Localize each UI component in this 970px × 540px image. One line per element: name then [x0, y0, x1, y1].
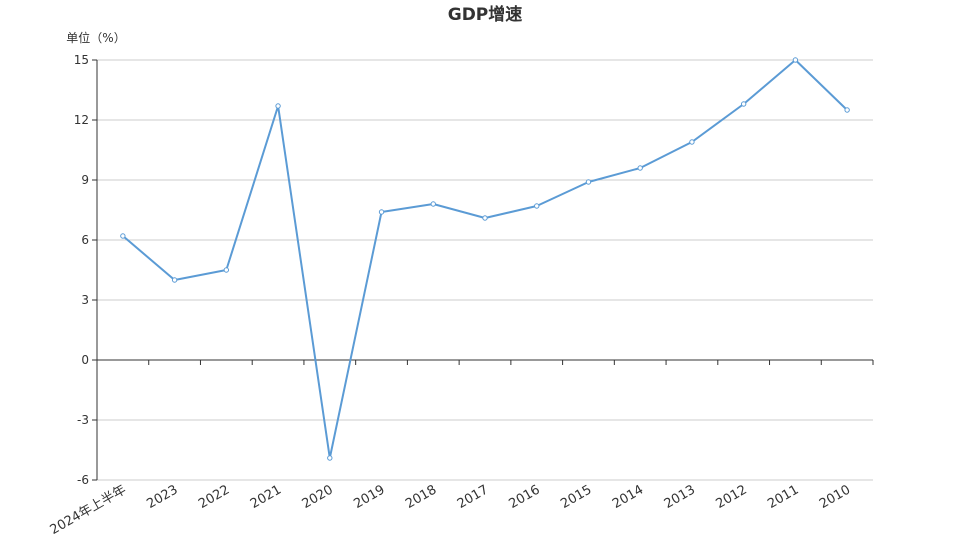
x-tick-label: 2012 — [714, 482, 750, 512]
x-tick-label: 2024年上半年 — [48, 482, 129, 538]
data-point — [223, 267, 230, 273]
x-tick-label: 2018 — [403, 482, 439, 512]
y-tick-label: 15 — [74, 53, 89, 67]
chart-title: GDP增速 — [448, 4, 523, 25]
x-tick-label: 2020 — [300, 482, 336, 512]
x-tick-label: 2019 — [351, 482, 387, 512]
x-tick-label: 2014 — [610, 482, 646, 512]
data-point — [120, 233, 126, 239]
data-point — [689, 139, 695, 145]
x-tick-label: 2010 — [817, 482, 853, 512]
x-tick-label: 2011 — [765, 482, 801, 512]
x-tick-label: 2021 — [248, 482, 284, 512]
y-tick-label: 6 — [81, 233, 89, 247]
x-tick-label: 2013 — [662, 482, 698, 512]
y-tick-label: -6 — [77, 473, 89, 487]
x-tick-label: 2016 — [507, 482, 543, 512]
y-tick-label: 0 — [81, 353, 89, 367]
axes — [96, 60, 874, 480]
data-point — [171, 277, 178, 283]
y-tick-label: 9 — [81, 173, 89, 187]
x-tick-label: 2015 — [558, 482, 594, 512]
data-points — [120, 57, 850, 461]
data-point — [430, 201, 436, 207]
data-point — [482, 215, 488, 221]
data-point — [327, 455, 333, 461]
data-point — [275, 103, 281, 109]
y-tick-label: -3 — [77, 413, 89, 427]
y-tick-label: 12 — [74, 113, 89, 127]
data-point — [844, 107, 850, 113]
x-axis-ticks: 2024年上半年 2023 2022 2021 2020 2019 2018 2017 2016… — [48, 482, 853, 538]
data-point — [585, 179, 592, 185]
y-tick-label: 3 — [81, 293, 89, 307]
data-point — [637, 165, 643, 171]
data-point — [534, 203, 540, 209]
x-tick-label: 2022 — [196, 482, 232, 512]
data-point — [792, 57, 799, 63]
y-axis-unit-label: 单位（%） — [66, 30, 125, 45]
gridlines — [97, 59, 873, 481]
x-tick-label: 2017 — [455, 482, 491, 512]
data-point — [378, 209, 385, 215]
y-axis-ticks: 15 12 9 6 3 0 -3 -6 — [74, 53, 97, 487]
data-point — [740, 101, 747, 107]
x-tick-label: 2023 — [144, 482, 180, 512]
